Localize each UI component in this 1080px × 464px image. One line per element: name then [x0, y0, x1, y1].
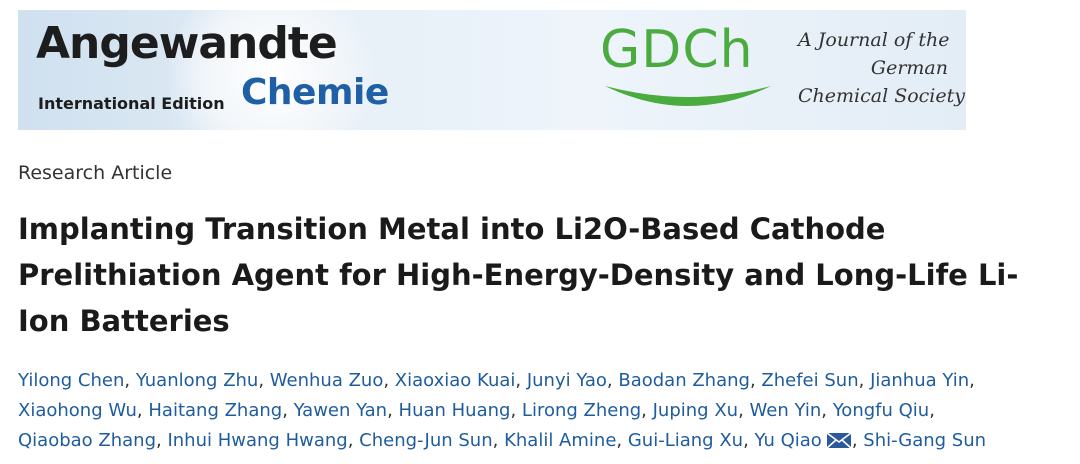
- author-separator: ,: [929, 400, 935, 421]
- author-separator: ,: [515, 370, 527, 391]
- author-link[interactable]: Baodan Zhang: [618, 370, 750, 391]
- author-separator: ,: [606, 370, 619, 391]
- author-separator: ,: [851, 430, 864, 451]
- tagline-line: A Journal of the: [798, 29, 950, 51]
- banner-glow: [168, 10, 378, 130]
- author-separator: ,: [641, 400, 653, 421]
- author-link[interactable]: Inhui Hwang Hwang: [167, 430, 348, 451]
- author-link[interactable]: Yawen Yan: [293, 400, 388, 421]
- author-link[interactable]: Xiaohong Wu: [18, 400, 137, 421]
- author-separator: ,: [124, 370, 136, 391]
- tagline-line: German: [870, 57, 948, 79]
- journal-banner: Angewandte International Edition Chemie …: [18, 10, 966, 130]
- author-link[interactable]: Lirong Zheng: [521, 400, 642, 421]
- author-separator: ,: [383, 370, 395, 391]
- author-separator: ,: [258, 370, 270, 391]
- author-separator: ,: [858, 370, 871, 391]
- author-link[interactable]: Yongfu Qiu: [832, 400, 930, 421]
- author-separator: ,: [492, 430, 505, 451]
- author-separator: ,: [510, 400, 522, 421]
- author-link[interactable]: Junyi Yao: [526, 370, 607, 391]
- author-link[interactable]: Juping Xu: [652, 400, 739, 421]
- author-link[interactable]: Yuanlong Zhu: [135, 370, 259, 391]
- gdch-logo-text[interactable]: GDCh: [600, 20, 754, 80]
- society-tagline: A Journal of the German Chemical Society: [798, 26, 965, 110]
- journal-name: Angewandte: [36, 18, 338, 69]
- gdch-arc-icon: [605, 86, 771, 106]
- author-separator: ,: [347, 430, 360, 451]
- author-link[interactable]: Yilong Chen: [18, 370, 125, 391]
- author-separator: ,: [749, 370, 762, 391]
- journal-subname: Chemie: [241, 72, 389, 113]
- author-link[interactable]: Xiaoxiao Kuai: [394, 370, 516, 391]
- author-link[interactable]: Shi-Gang Sun: [863, 430, 987, 451]
- author-separator: ,: [969, 370, 975, 391]
- author-separator: ,: [743, 430, 755, 451]
- mail-icon[interactable]: [826, 432, 852, 449]
- author-link[interactable]: Wen Yin: [749, 400, 822, 421]
- author-separator: ,: [156, 430, 168, 451]
- author-separator: ,: [136, 400, 149, 421]
- author-link[interactable]: Cheng-Jun Sun: [359, 430, 493, 451]
- author-separator: ,: [821, 400, 833, 421]
- article-title: Implanting Transition Metal into Li2O-Ba…: [18, 212, 1019, 338]
- author-link[interactable]: Gui-Liang Xu: [627, 430, 744, 451]
- tagline-line: Chemical Society: [798, 85, 965, 107]
- author-link[interactable]: Qiaobao Zhang: [18, 430, 157, 451]
- author-link[interactable]: Zhefei Sun: [761, 370, 859, 391]
- author-link[interactable]: Wenhua Zuo: [269, 370, 384, 391]
- article-type: Research Article: [18, 162, 173, 184]
- author-link[interactable]: Yu Qiao: [754, 430, 822, 451]
- author-link[interactable]: Jianhua Yin: [870, 370, 970, 391]
- author-separator: ,: [738, 400, 750, 421]
- author-separator: ,: [387, 400, 399, 421]
- journal-edition: International Edition: [38, 94, 225, 113]
- author-link[interactable]: Huan Huang: [398, 400, 511, 421]
- author-link[interactable]: Haitang Zhang: [148, 400, 283, 421]
- author-separator: ,: [282, 400, 294, 421]
- author-link[interactable]: Khalil Amine: [504, 430, 617, 451]
- author-separator: ,: [616, 430, 628, 451]
- author-list: Yilong Chen, Yuanlong Zhu, Wenhua Zuo, X…: [18, 366, 1078, 456]
